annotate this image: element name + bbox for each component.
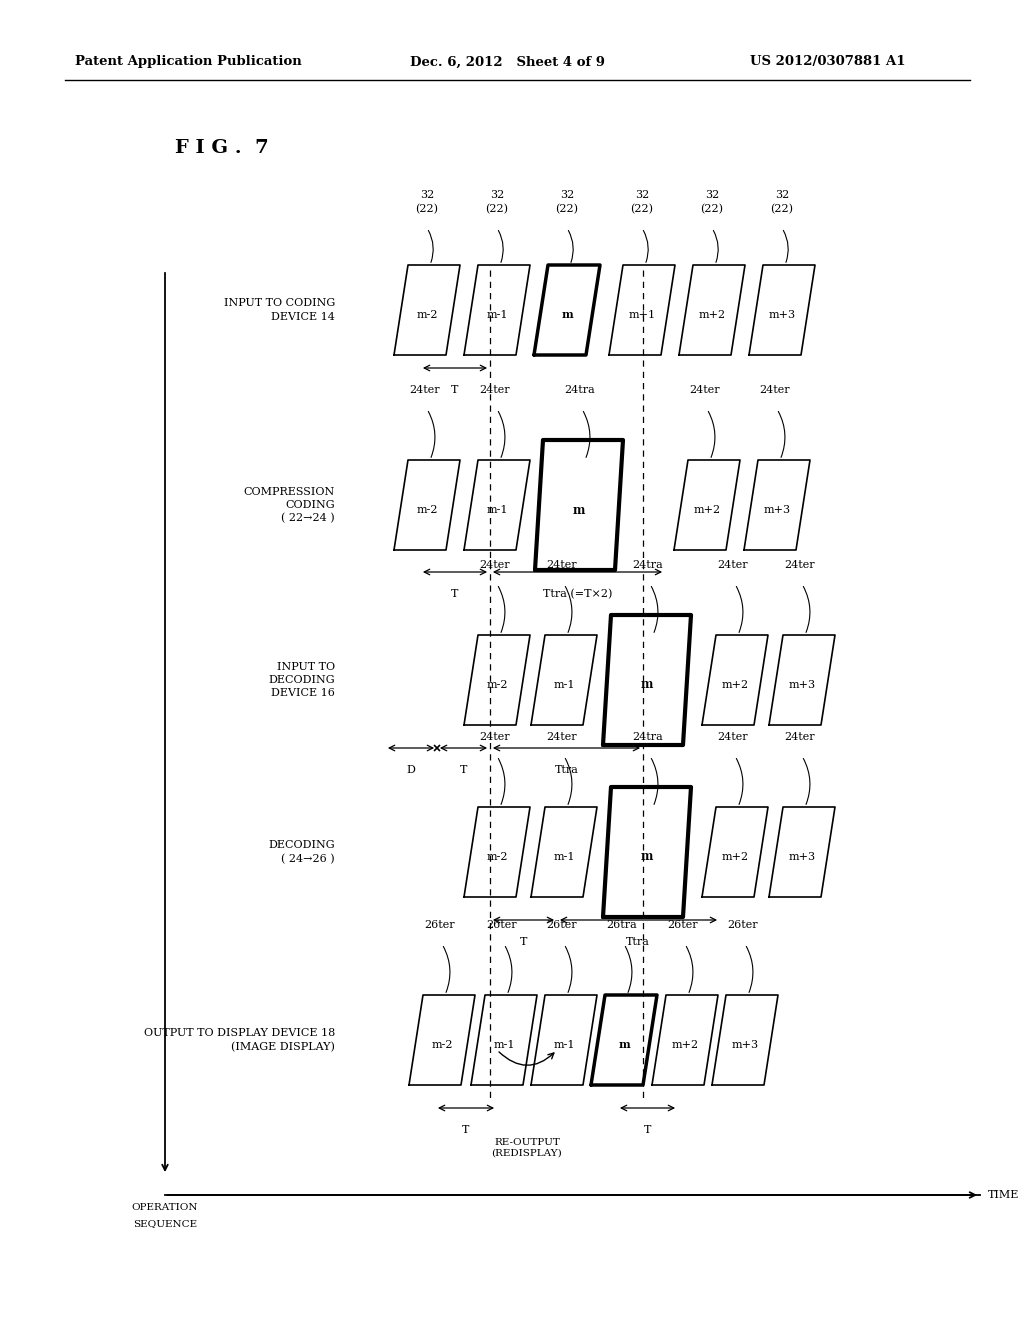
Text: T: T xyxy=(461,766,468,775)
Text: 24tra: 24tra xyxy=(633,560,664,570)
Text: T: T xyxy=(644,1125,651,1135)
Text: m+2: m+2 xyxy=(722,680,749,690)
Text: T: T xyxy=(520,937,527,946)
Text: m: m xyxy=(641,850,653,863)
Text: US 2012/0307881 A1: US 2012/0307881 A1 xyxy=(750,55,905,69)
Text: Ttra: Ttra xyxy=(555,766,579,775)
Text: 24ter: 24ter xyxy=(718,733,749,742)
Text: m-2: m-2 xyxy=(486,680,508,690)
Text: Ttra: Ttra xyxy=(626,937,650,946)
Text: OPERATION: OPERATION xyxy=(132,1203,199,1212)
Text: 24ter: 24ter xyxy=(690,385,720,395)
Text: m+3: m+3 xyxy=(731,1040,759,1049)
Text: (22): (22) xyxy=(416,203,438,214)
Text: 24ter: 24ter xyxy=(760,385,791,395)
Text: m+2: m+2 xyxy=(672,1040,698,1049)
Text: 24ter: 24ter xyxy=(479,385,510,395)
Text: m-2: m-2 xyxy=(431,1040,453,1049)
Text: SEQUENCE: SEQUENCE xyxy=(133,1218,197,1228)
Text: T: T xyxy=(452,385,459,395)
Text: RE-OUTPUT
(REDISPLAY): RE-OUTPUT (REDISPLAY) xyxy=(492,1138,562,1158)
Text: m-1: m-1 xyxy=(553,851,574,862)
Text: (22): (22) xyxy=(555,203,579,214)
Text: 24ter: 24ter xyxy=(547,733,578,742)
Text: 26ter: 26ter xyxy=(486,920,517,931)
Text: 32: 32 xyxy=(420,190,434,201)
Text: 32: 32 xyxy=(705,190,719,201)
Text: T: T xyxy=(452,589,459,599)
Text: 24tra: 24tra xyxy=(564,385,595,395)
Text: m: m xyxy=(561,309,572,321)
Text: m-2: m-2 xyxy=(486,851,508,862)
Text: m+3: m+3 xyxy=(764,506,791,515)
Text: 24ter: 24ter xyxy=(547,560,578,570)
Text: D: D xyxy=(407,766,416,775)
Text: m-1: m-1 xyxy=(553,1040,574,1049)
Text: 24ter: 24ter xyxy=(718,560,749,570)
Text: 32: 32 xyxy=(635,190,649,201)
Text: m-1: m-1 xyxy=(553,680,574,690)
Text: m+3: m+3 xyxy=(768,310,796,319)
Text: 24ter: 24ter xyxy=(410,385,440,395)
Text: (22): (22) xyxy=(485,203,509,214)
Text: Ttra (=T×2): Ttra (=T×2) xyxy=(544,589,612,599)
Text: 26ter: 26ter xyxy=(425,920,456,931)
Text: 24ter: 24ter xyxy=(784,733,815,742)
Text: DECODING
( 24→26 ): DECODING ( 24→26 ) xyxy=(268,841,335,863)
Text: OUTPUT TO DISPLAY DEVICE 18
(IMAGE DISPLAY): OUTPUT TO DISPLAY DEVICE 18 (IMAGE DISPL… xyxy=(143,1028,335,1052)
Text: m: m xyxy=(641,678,653,692)
Text: Dec. 6, 2012   Sheet 4 of 9: Dec. 6, 2012 Sheet 4 of 9 xyxy=(410,55,605,69)
Text: (22): (22) xyxy=(631,203,653,214)
Text: m+2: m+2 xyxy=(722,851,749,862)
Text: m+3: m+3 xyxy=(788,680,815,690)
Text: TIME: TIME xyxy=(988,1191,1019,1200)
Text: 24ter: 24ter xyxy=(479,560,510,570)
Text: COMPRESSION
CODING
( 22→24 ): COMPRESSION CODING ( 22→24 ) xyxy=(244,487,335,524)
Text: m-2: m-2 xyxy=(416,310,437,319)
Text: m-1: m-1 xyxy=(494,1040,515,1049)
Text: 24ter: 24ter xyxy=(784,560,815,570)
Text: 24ter: 24ter xyxy=(479,733,510,742)
Text: m: m xyxy=(618,1040,630,1051)
Text: F I G .  7: F I G . 7 xyxy=(175,139,268,157)
Text: 24tra: 24tra xyxy=(633,733,664,742)
Text: m-1: m-1 xyxy=(486,506,508,515)
Text: m: m xyxy=(572,503,585,516)
Text: m+2: m+2 xyxy=(698,310,726,319)
Text: (22): (22) xyxy=(700,203,724,214)
Text: (22): (22) xyxy=(770,203,794,214)
Text: Patent Application Publication: Patent Application Publication xyxy=(75,55,302,69)
Text: 26ter: 26ter xyxy=(547,920,578,931)
Text: m+1: m+1 xyxy=(629,310,655,319)
Text: m+3: m+3 xyxy=(788,851,815,862)
Text: 32: 32 xyxy=(775,190,790,201)
Text: 26tra: 26tra xyxy=(606,920,637,931)
Text: 26ter: 26ter xyxy=(728,920,759,931)
Text: 32: 32 xyxy=(489,190,504,201)
Text: INPUT TO CODING
DEVICE 14: INPUT TO CODING DEVICE 14 xyxy=(224,298,335,322)
Text: INPUT TO
DECODING
DEVICE 16: INPUT TO DECODING DEVICE 16 xyxy=(268,661,335,698)
Text: m+2: m+2 xyxy=(693,506,721,515)
Text: m-1: m-1 xyxy=(486,310,508,319)
Text: 26ter: 26ter xyxy=(668,920,698,931)
Text: 32: 32 xyxy=(560,190,574,201)
Text: m-2: m-2 xyxy=(416,506,437,515)
Text: T: T xyxy=(462,1125,470,1135)
